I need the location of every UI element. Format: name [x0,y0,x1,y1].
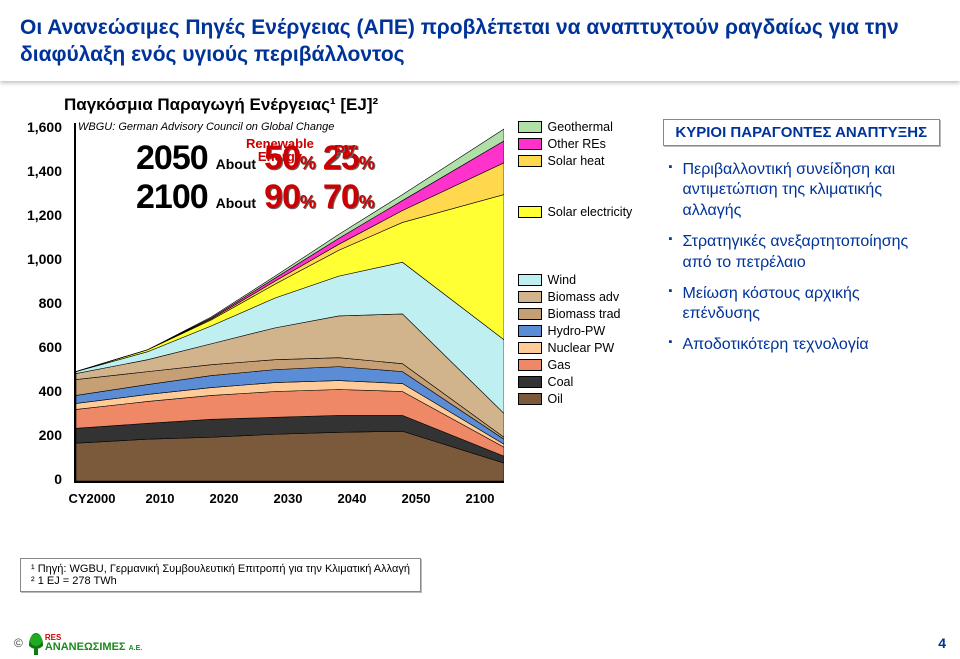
legend-label: Biomass trad [548,307,621,321]
legend-label: Hydro-PW [548,324,606,338]
legend-item: Oil [518,391,633,408]
x-tick: 2020 [192,491,256,506]
y-tick: 800 [20,295,62,311]
legend-swatch [518,274,542,286]
y-tick: 1,200 [20,207,62,223]
legend-label: Nuclear PW [548,341,615,355]
legend-swatch [518,206,542,218]
headline-row: 2100 About 90%70% [136,178,374,217]
legend-swatch [518,359,542,371]
legend-label: Solar electricity [548,205,633,219]
factor-item: Περιβαλλοντική συνείδηση και αντιμετώπισ… [669,160,940,222]
x-tick: 2050 [384,491,448,506]
factor-item: Μείωση κόστους αρχικής επένδυσης [669,284,940,326]
pv-label: PV [334,143,355,161]
factors-box: ΚΥΡΙΟΙ ΠΑΡΑΓΟΝΤΕΣ ΑΝΑΠΤΥΞΗΣ Περιβαλλοντι… [663,119,940,517]
legend-label: Coal [548,375,574,389]
legend-item: Wind [518,272,633,289]
legend-label: Solar heat [548,154,605,168]
logo-icon [29,633,43,653]
y-tick: 1,600 [20,119,62,135]
y-tick: 200 [20,427,62,443]
y-tick: 1,000 [20,251,62,267]
legend-item: Solar electricity [518,204,633,221]
hl-year: 2050 [136,139,208,178]
x-tick: 2100 [448,491,512,506]
hl-re-pct: 90% [264,178,315,217]
legend-item: Coal [518,374,633,391]
subtitle: Παγκόσμια Παραγωγή Ενέργειας¹ [EJ]² [64,95,960,115]
legend-swatch [518,393,542,405]
y-axis: 0 200 400 600 800 1,000 1,200 1,400 1,600 [20,119,74,489]
factors-list: Περιβαλλοντική συνείδηση και αντιμετώπισ… [663,160,940,356]
legend-swatch [518,291,542,303]
renewable-label: RenewableEnergy [246,137,314,164]
legend-item: Geothermal [518,119,633,136]
logo: RES ΑΝΑΝΕΩΣΙΜΕΣ Α.Ε. [29,633,142,653]
chart-area: WBGU: German Advisory Council on Global … [20,119,512,517]
legend-swatch [518,308,542,320]
chart-plot: RenewableEnergy PV 2050About50%25%2100Ab… [74,123,504,483]
legend-swatch [518,325,542,337]
y-tick: 600 [20,339,62,355]
y-tick: 0 [20,471,62,487]
legend-item: Gas [518,357,633,374]
legend-label: Wind [548,273,576,287]
legend-swatch [518,138,542,150]
legend-swatch [518,155,542,167]
footnote-1: ¹ Πηγή: WGBU, Γερμανική Συμβουλευτική Επ… [31,563,410,575]
legend-swatch [518,376,542,388]
legend-label: Other REs [548,137,606,151]
x-axis: CY2000201020202030204020502100 [56,491,516,506]
legend-swatch [518,121,542,133]
legend-label: Gas [548,358,571,372]
hl-about: About [216,195,256,211]
legend-item: Nuclear PW [518,340,633,357]
legend-item: Hydro-PW [518,323,633,340]
page-number: 4 [938,635,946,651]
headline-block: RenewableEnergy PV 2050About50%25%2100Ab… [136,139,374,217]
legend-item: Biomass adv [518,289,633,306]
legend: Geothermal Other REs Solar heat Solar elect… [518,119,633,517]
title-bar: Οι Ανανεώσιμες Πηγές Ενέργειας (ΑΠΕ) προ… [0,0,960,81]
content: WBGU: German Advisory Council on Global … [0,115,960,517]
footer: © RES ΑΝΑΝΕΩΣΙΜΕΣ Α.Ε. 4 [14,633,946,653]
x-tick: 2030 [256,491,320,506]
x-tick: CY2000 [56,491,128,506]
footnote-box: ¹ Πηγή: WGBU, Γερμανική Συμβουλευτική Επ… [20,558,421,592]
legend-label: Geothermal [548,120,613,134]
factor-item: Στρατηγικές ανεξαρτητοποίησης από το πετ… [669,232,940,274]
page-title: Οι Ανανεώσιμες Πηγές Ενέργειας (ΑΠΕ) προ… [20,14,940,69]
legend-item: Other REs [518,136,633,153]
legend-swatch [518,342,542,354]
legend-item: Solar heat [518,153,633,170]
hl-pv-pct: 70% [323,178,374,217]
x-tick: 2040 [320,491,384,506]
legend-label: Oil [548,392,563,406]
legend-label: Biomass adv [548,290,620,304]
legend-item: Biomass trad [518,306,633,323]
y-tick: 400 [20,383,62,399]
factor-item: Αποδοτικότερη τεχνολογία [669,335,940,356]
copyright: © [14,636,23,650]
hl-year: 2100 [136,178,208,217]
factors-title: ΚΥΡΙΟΙ ΠΑΡΑΓΟΝΤΕΣ ΑΝΑΠΤΥΞΗΣ [663,119,940,146]
y-tick: 1,400 [20,163,62,179]
footnote-2: ² 1 EJ = 278 TWh [31,575,410,587]
x-tick: 2010 [128,491,192,506]
